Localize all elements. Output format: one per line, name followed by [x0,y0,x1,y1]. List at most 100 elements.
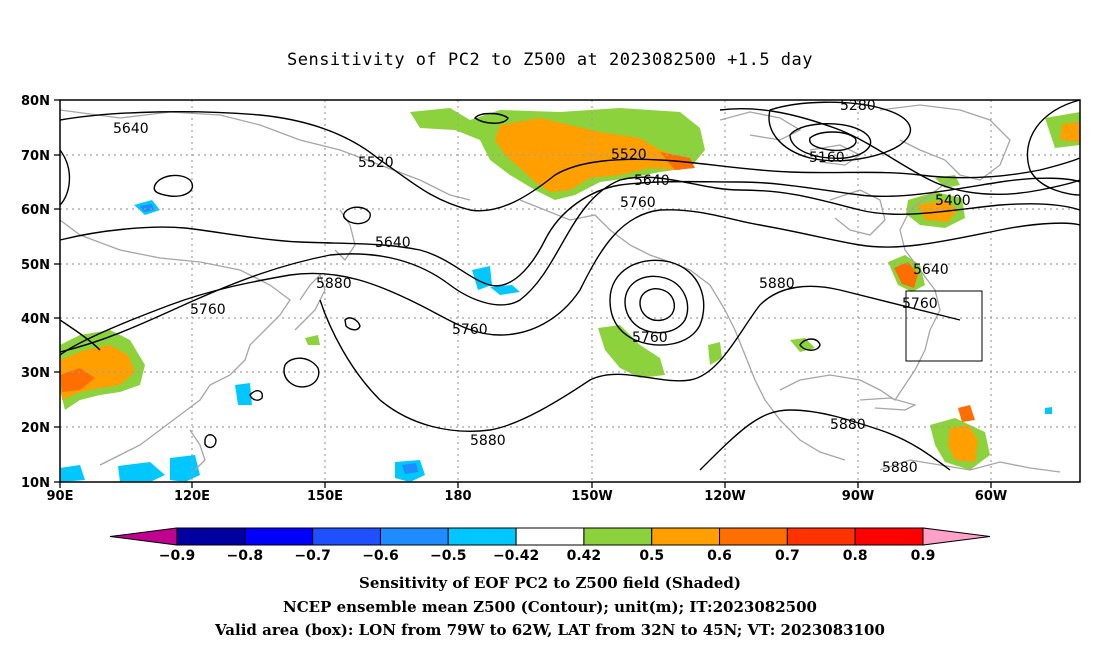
lon-labels: 90E 120E 150E 180 150W 120W 90W 60W [47,489,1008,504]
contour-5880-sub [699,409,951,471]
lon-label: 90E [47,489,74,504]
contour-label: 5760 [902,296,938,312]
colorbar [109,527,991,546]
lon-label: 90W [842,489,874,504]
colorbar-box [651,527,721,546]
contour-label: 5400 [935,193,971,209]
coast-greenland [879,104,1011,181]
colorbar-box [583,527,653,546]
contour-label: 5640 [913,262,949,278]
valid-area-box [905,290,983,362]
footer-line-3: Valid area (box): LON from 79W to 62W, L… [215,621,885,639]
shade-neg-sea3 [170,455,200,482]
contour-label: 5640 [113,121,149,137]
contour-5160-inner [808,131,857,152]
colorbar-box [447,527,517,546]
coast-na-west [724,309,846,461]
contour-label: 5640 [634,173,670,189]
contour-5520-arctic [59,111,1081,212]
coast-cuba [859,397,917,411]
contours [59,99,1081,471]
colorbar-labels: −0.9 −0.8 −0.7 −0.6 −0.5 −0.42 0.42 0.5 0.6 0.7 0.… [159,548,936,564]
shade-neg-pacific2 [490,285,520,295]
grid [60,100,1080,482]
contour-low-pacific-2 [624,275,689,334]
contour-high-closed2 [342,206,371,225]
contour-label: 5880 [470,433,506,449]
shade-neg-siberia-b [140,204,154,212]
contour-5160 [789,122,872,159]
colorbar-box [379,527,449,546]
shade-neg-pacific3b [402,463,418,474]
contour-closed5 [204,434,217,449]
lat-label: 40N [21,312,50,327]
contour-closed6 [473,112,509,124]
coast-na-east [899,179,951,331]
contour-label: 5760 [632,330,668,346]
colorbar-label: 0.42 [567,548,602,564]
coast-japan [294,273,326,331]
shade-japan-green [305,335,320,345]
lon-label: 60W [975,489,1007,504]
lon-label: 120W [704,489,745,504]
colorbar-label: −0.42 [493,548,539,564]
contour-label: 5760 [452,322,488,338]
lat-label: 20N [21,421,50,436]
shade-neg-sea1 [60,465,85,482]
shade-asia-darkorange [60,368,95,392]
contour-label: 5520 [611,147,647,163]
contour-low-pacific-3 [639,288,675,322]
contour-closed8 [249,390,264,401]
shade-neg-taiwan [235,383,252,405]
colorbar-box [244,527,314,546]
contour-low-pacific [609,259,705,346]
lat-label: 60N [21,203,50,218]
contour-high-closed1 [153,174,194,197]
lat-labels: 80N 70N 60N 50N 40N 30N 20N 10N [21,94,50,491]
lat-label: 50N [21,258,50,273]
contour-label: 5280 [840,98,876,114]
lon-label: 150E [307,489,343,504]
contour-label: 5880 [316,276,352,292]
contour-label: 5880 [759,276,795,292]
colorbar-box [719,527,788,546]
contour-5400 [719,108,1081,196]
coast-asia [59,109,471,466]
colorbar-max-triangle [922,527,991,546]
colorbar-box [854,527,924,546]
colorbar-box [176,527,246,546]
colorbar-label: 0.6 [707,548,732,564]
figure-title: Sensitivity of PC2 to Z500 at 2023082500… [286,50,813,70]
shade-neg-sea2 [118,462,165,482]
footer-line-1: Sensitivity of EOF PC2 to Z500 field (Sh… [359,574,741,592]
contour-5880-asia [59,209,1081,356]
shade-mexico-green [708,342,722,365]
contour-5280 [768,101,912,162]
footer-line-2: NCEP ensemble mean Z500 (Contour); unit(… [283,598,817,616]
colorbar-label: 0.7 [775,548,800,564]
contour-closed9 [59,319,101,351]
coast-gulf [779,329,931,401]
ticks [54,99,992,488]
contour-closed3 [283,357,320,388]
lat-label: 10N [21,476,50,491]
contour-east-edge [1026,99,1081,196]
contour-label: 5160 [809,150,845,166]
colorbar-label: 0.8 [843,548,868,564]
colorbar-label: 0.5 [639,548,664,564]
lon-label: 120E [174,489,210,504]
shade-gulf-green [790,338,815,352]
colorbar-min-triangle [109,527,178,546]
coast-alaska [519,199,726,311]
shade-carib-orange [948,425,978,462]
coast-sa [879,459,1061,473]
lon-label: 150W [571,489,612,504]
contour-closed4 [344,317,361,331]
shade-ne-orange [1060,122,1080,142]
colorbar-label: −0.6 [362,548,399,564]
contour-5760-asia [59,176,1081,353]
contour-5640-asia [59,177,1081,287]
coast-hudson [829,189,886,236]
